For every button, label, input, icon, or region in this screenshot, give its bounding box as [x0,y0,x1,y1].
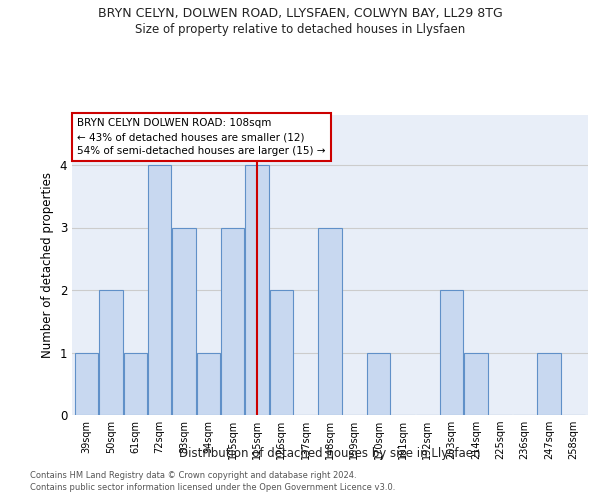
Text: Contains public sector information licensed under the Open Government Licence v3: Contains public sector information licen… [30,484,395,492]
Bar [75,352,98,415]
Bar [221,228,244,415]
Bar [319,228,341,415]
Bar [172,228,196,415]
Bar [245,165,269,415]
Bar [124,352,147,415]
Text: BRYN CELYN DOLWEN ROAD: 108sqm
← 43% of detached houses are smaller (12)
54% of : BRYN CELYN DOLWEN ROAD: 108sqm ← 43% of … [77,118,326,156]
Bar [440,290,463,415]
Text: BRYN CELYN, DOLWEN ROAD, LLYSFAEN, COLWYN BAY, LL29 8TG: BRYN CELYN, DOLWEN ROAD, LLYSFAEN, COLWY… [98,8,502,20]
Y-axis label: Number of detached properties: Number of detached properties [41,172,54,358]
Bar [148,165,171,415]
Bar [270,290,293,415]
Bar [100,290,122,415]
Bar [464,352,488,415]
Text: Size of property relative to detached houses in Llysfaen: Size of property relative to detached ho… [135,22,465,36]
Bar [367,352,390,415]
Bar [197,352,220,415]
Text: Contains HM Land Registry data © Crown copyright and database right 2024.: Contains HM Land Registry data © Crown c… [30,471,356,480]
Bar [538,352,560,415]
Text: Distribution of detached houses by size in Llysfaen: Distribution of detached houses by size … [179,448,481,460]
